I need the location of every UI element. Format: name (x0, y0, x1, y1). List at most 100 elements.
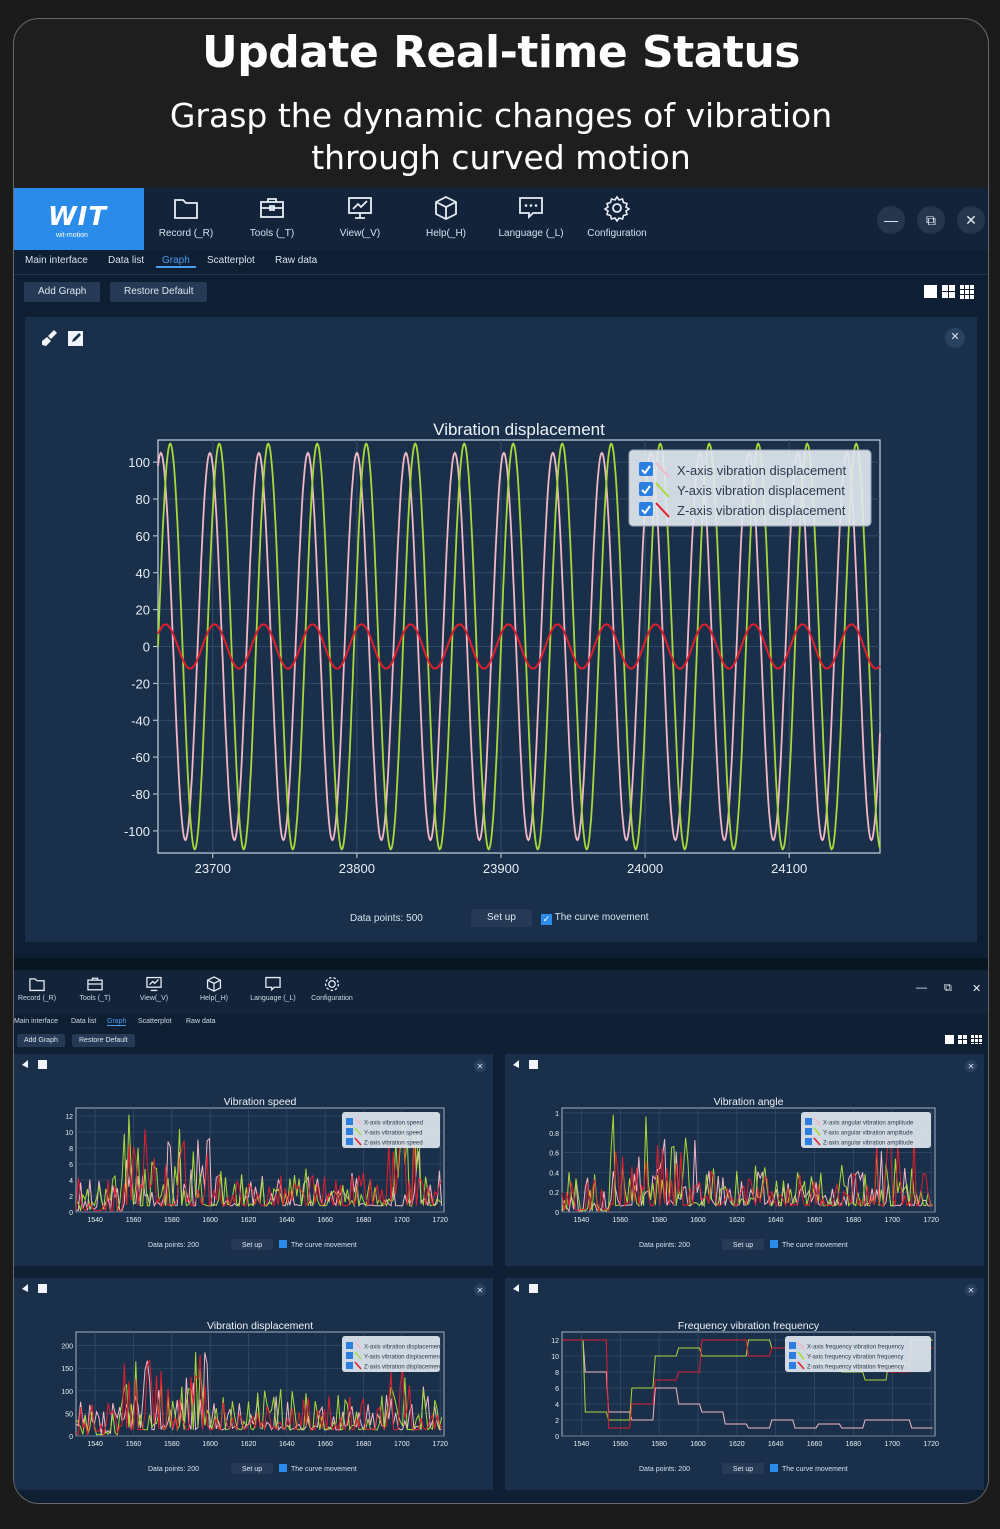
data-points-label: Data points: (350, 913, 404, 924)
edit-icon[interactable] (38, 1284, 47, 1293)
curve-movement-toggle[interactable]: ✓ The curve movement (541, 912, 649, 925)
legend-checkbox[interactable] (789, 1362, 796, 1369)
restore-default-button-small[interactable]: Restore Default (72, 1034, 135, 1047)
configuration-button-small[interactable]: Configuration (307, 975, 357, 1002)
legend-checkbox[interactable] (805, 1138, 812, 1145)
data-points-label: Data points: 200 (639, 1242, 690, 1249)
legend-label: X-axis vibration displacement (677, 463, 846, 478)
panel-close-button[interactable] (965, 1284, 977, 1296)
curve-movement-checkbox[interactable] (279, 1464, 287, 1472)
tab-data-list-small[interactable]: Data list (71, 1018, 97, 1025)
record-button[interactable]: Record (_R) (156, 194, 216, 248)
tab-scatterplot[interactable]: Scatterplot (207, 255, 255, 266)
close-button-small[interactable]: ✕ (972, 983, 982, 995)
curve-movement-checkbox[interactable] (279, 1240, 287, 1248)
tab-main-interface-small[interactable]: Main interface (14, 1018, 58, 1025)
layout-single-icon[interactable] (924, 285, 937, 298)
panel-close-button[interactable]: ✕ (945, 328, 965, 348)
legend-checkbox[interactable] (805, 1128, 812, 1135)
legend-checkbox[interactable] (346, 1352, 353, 1359)
y-tick-label: 60 (136, 529, 150, 544)
language-button[interactable]: Language (_L) (496, 194, 566, 248)
setup-button[interactable] (722, 1239, 764, 1250)
legend-checkbox[interactable] (789, 1342, 796, 1349)
tab-raw-data[interactable]: Raw data (275, 255, 318, 266)
y-tick-label: 80 (136, 492, 150, 507)
tab-graph[interactable]: Graph (156, 255, 196, 268)
y-tick-label: 20 (136, 603, 150, 618)
broom-icon[interactable] (513, 1284, 519, 1292)
edit-icon[interactable] (38, 1060, 47, 1069)
broom-icon[interactable] (22, 1060, 28, 1068)
view-button-small[interactable]: View(_V) (134, 975, 174, 1002)
tools-button-small[interactable]: Tools (_T) (75, 975, 115, 1002)
graph-panel-1: ✕ Vibration speed 0 2 4 6 8 10 12 1540 1560 1580 160… (14, 1054, 493, 1266)
y-tick-label: 8 (555, 1370, 559, 1377)
series-line-y (75, 1114, 442, 1212)
restore-default-button[interactable]: Restore Default (110, 282, 208, 302)
legend-checkbox[interactable] (346, 1138, 353, 1145)
setup-button[interactable] (722, 1463, 764, 1474)
restore-button-small[interactable]: ⧉ (944, 982, 952, 994)
setup-button[interactable] (231, 1463, 273, 1474)
y-tick-label: 12 (65, 1114, 73, 1121)
layout-quad-icon-small[interactable] (958, 1035, 967, 1044)
legend-checkbox[interactable] (346, 1342, 353, 1349)
panel-close-button[interactable] (474, 1284, 486, 1296)
legend-swatch (354, 1137, 362, 1146)
setup-button[interactable] (231, 1239, 273, 1250)
tab-main-interface[interactable]: Main interface (25, 255, 88, 266)
minimize-button[interactable]: — (877, 206, 905, 234)
close-button[interactable]: ✕ (957, 206, 985, 234)
panel-close-button[interactable] (965, 1060, 977, 1072)
legend-checkbox[interactable] (346, 1362, 353, 1369)
tab-raw-data-small[interactable]: Raw data (186, 1018, 216, 1025)
hero-subtitle-line2: through curved motion (311, 138, 691, 177)
language-button-small[interactable]: Language (_L) (247, 975, 299, 1002)
x-tick-label: 1660 (317, 1441, 333, 1448)
legend-checkbox[interactable] (346, 1118, 353, 1125)
setup-button[interactable]: Set up (471, 909, 532, 927)
broom-icon[interactable] (22, 1284, 28, 1292)
close-icon: ✕ (968, 1286, 975, 1295)
legend-checkbox[interactable] (639, 502, 653, 516)
configuration-button[interactable]: Configuration (580, 194, 654, 248)
x-tick-label: 1540 (574, 1217, 590, 1224)
tab-data-list[interactable]: Data list (108, 255, 145, 266)
restore-button[interactable]: ⧉ (917, 206, 945, 234)
x-tick-label: 23900 (483, 861, 519, 876)
add-graph-button-small[interactable]: Add Graph (17, 1034, 65, 1047)
legend-checkbox[interactable] (805, 1118, 812, 1125)
logo-subtext: wit-motion (56, 232, 88, 239)
legend-checkbox[interactable] (639, 482, 653, 496)
layout-quad-icon[interactable] (942, 285, 955, 298)
edit-icon[interactable] (67, 329, 85, 347)
curve-movement-checkbox[interactable] (770, 1464, 778, 1472)
broom-icon[interactable] (41, 329, 59, 347)
record-button-small[interactable]: Record (_R) (17, 975, 57, 1002)
layout-single-icon-small[interactable] (945, 1035, 954, 1044)
curve-movement-checkbox[interactable] (770, 1240, 778, 1248)
edit-icon[interactable] (529, 1284, 538, 1293)
help-button[interactable]: Help(_H) (416, 194, 476, 248)
tab-graph-small[interactable]: Graph (107, 1018, 127, 1026)
broom-icon[interactable] (513, 1060, 519, 1068)
add-graph-button[interactable]: Add Graph (24, 282, 101, 302)
panel-close-button[interactable] (474, 1060, 486, 1072)
tools-button[interactable]: Tools (_T) (242, 194, 302, 248)
gear-icon (603, 195, 631, 222)
legend-checkbox[interactable] (789, 1352, 796, 1359)
legend-checkbox[interactable] (346, 1128, 353, 1135)
curve-movement-checkbox[interactable]: ✓ (541, 914, 552, 925)
view-button[interactable]: View(_V) (330, 194, 390, 248)
layout-nine-icon[interactable] (960, 285, 974, 299)
minimize-button-small[interactable]: — (916, 982, 927, 994)
edit-icon[interactable] (529, 1060, 538, 1069)
data-points-value[interactable]: 500 (406, 913, 423, 924)
help-button-small[interactable]: Help(_H) (194, 975, 234, 1002)
series-line-y (157, 442, 881, 851)
monitor-chart-icon (348, 197, 372, 219)
layout-nine-icon-small[interactable] (971, 1035, 982, 1044)
tab-scatterplot-small[interactable]: Scatterplot (138, 1018, 172, 1025)
legend-checkbox[interactable] (639, 462, 653, 476)
